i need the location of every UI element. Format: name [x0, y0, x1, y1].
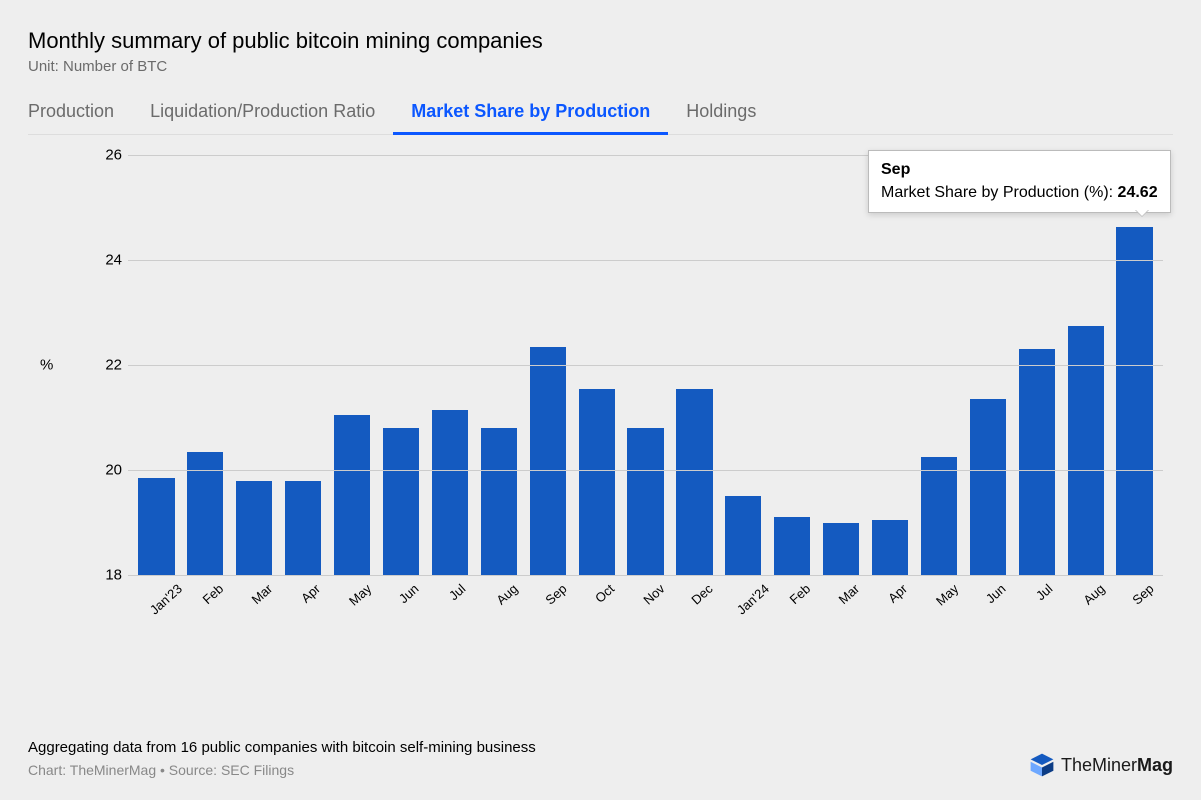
- grid-line: [128, 575, 1163, 576]
- bar[interactable]: [579, 389, 615, 575]
- grid-line: [128, 470, 1163, 471]
- bar-slot: [230, 481, 279, 576]
- tab-liquidation-production-ratio[interactable]: Liquidation/Production Ratio: [132, 93, 393, 135]
- bar[interactable]: [1019, 349, 1055, 575]
- bar-slot: [866, 520, 915, 575]
- bar[interactable]: [334, 415, 370, 575]
- y-tick-label: 24: [88, 252, 122, 269]
- bar[interactable]: [872, 520, 908, 575]
- bar[interactable]: [627, 428, 663, 575]
- tooltip: SepMarket Share by Production (%): 24.62: [868, 150, 1171, 213]
- bar[interactable]: [1068, 326, 1104, 575]
- y-tick-label: 22: [88, 357, 122, 374]
- bar[interactable]: [823, 523, 859, 576]
- bar-slot: [1012, 349, 1061, 575]
- grid-line: [128, 260, 1163, 261]
- chart-area: % Jan'23FebMarAprMayJunJulAugSepOctNovDe…: [88, 155, 1173, 575]
- tooltip-title: Sep: [881, 159, 1158, 181]
- bar-slot: [621, 428, 670, 575]
- bar[interactable]: [921, 457, 957, 575]
- bar[interactable]: [970, 399, 1006, 575]
- logo-icon: [1029, 752, 1055, 778]
- bar-slot: [377, 428, 426, 575]
- bar-slot: [132, 478, 181, 575]
- grid-line: [128, 365, 1163, 366]
- bar-slot: [670, 389, 719, 575]
- bar[interactable]: [285, 481, 321, 576]
- credits: Chart: TheMinerMag • Source: SEC Filings: [28, 762, 1173, 778]
- bar[interactable]: [676, 389, 712, 575]
- bar[interactable]: [432, 410, 468, 575]
- bar-slot: [1110, 227, 1159, 575]
- y-tick-label: 20: [88, 462, 122, 479]
- footnote: Aggregating data from 16 public companie…: [28, 739, 1173, 756]
- tab-holdings[interactable]: Holdings: [668, 93, 774, 135]
- chart-title: Monthly summary of public bitcoin mining…: [28, 28, 1173, 54]
- chart-footer: Aggregating data from 16 public companie…: [28, 739, 1173, 778]
- bar[interactable]: [530, 347, 566, 575]
- tab-market-share-by-production[interactable]: Market Share by Production: [393, 93, 668, 135]
- tooltip-value: Market Share by Production (%): 24.62: [881, 182, 1158, 204]
- bar-slot: [768, 517, 817, 575]
- bar-slot: [915, 457, 964, 575]
- bar-slot: [572, 389, 621, 575]
- bar-slot: [1061, 326, 1110, 575]
- y-tick-label: 26: [88, 147, 122, 164]
- bar-slot: [719, 496, 768, 575]
- bar[interactable]: [725, 496, 761, 575]
- bar[interactable]: [481, 428, 517, 575]
- tab-bar: ProductionLiquidation/Production RatioMa…: [28, 93, 1173, 135]
- brand-logo: TheMinerMag: [1029, 752, 1173, 778]
- bar[interactable]: [236, 481, 272, 576]
- y-tick-label: 18: [88, 567, 122, 584]
- plot-region: Jan'23FebMarAprMayJunJulAugSepOctNovDecJ…: [128, 155, 1163, 575]
- bar-slot: [523, 347, 572, 575]
- tab-production[interactable]: Production: [28, 93, 132, 135]
- bar[interactable]: [1116, 227, 1152, 575]
- bar-slot: [474, 428, 523, 575]
- logo-text-light: TheMiner: [1061, 755, 1137, 775]
- bar-slot: [328, 415, 377, 575]
- bar-slot: [279, 481, 328, 576]
- bar-slot: [817, 523, 866, 576]
- bar-slot: [963, 399, 1012, 575]
- y-axis-unit: %: [40, 357, 53, 374]
- bar[interactable]: [774, 517, 810, 575]
- bar[interactable]: [138, 478, 174, 575]
- chart-subtitle: Unit: Number of BTC: [28, 58, 1173, 75]
- logo-text-bold: Mag: [1137, 755, 1173, 775]
- bar[interactable]: [383, 428, 419, 575]
- bar-slot: [425, 410, 474, 575]
